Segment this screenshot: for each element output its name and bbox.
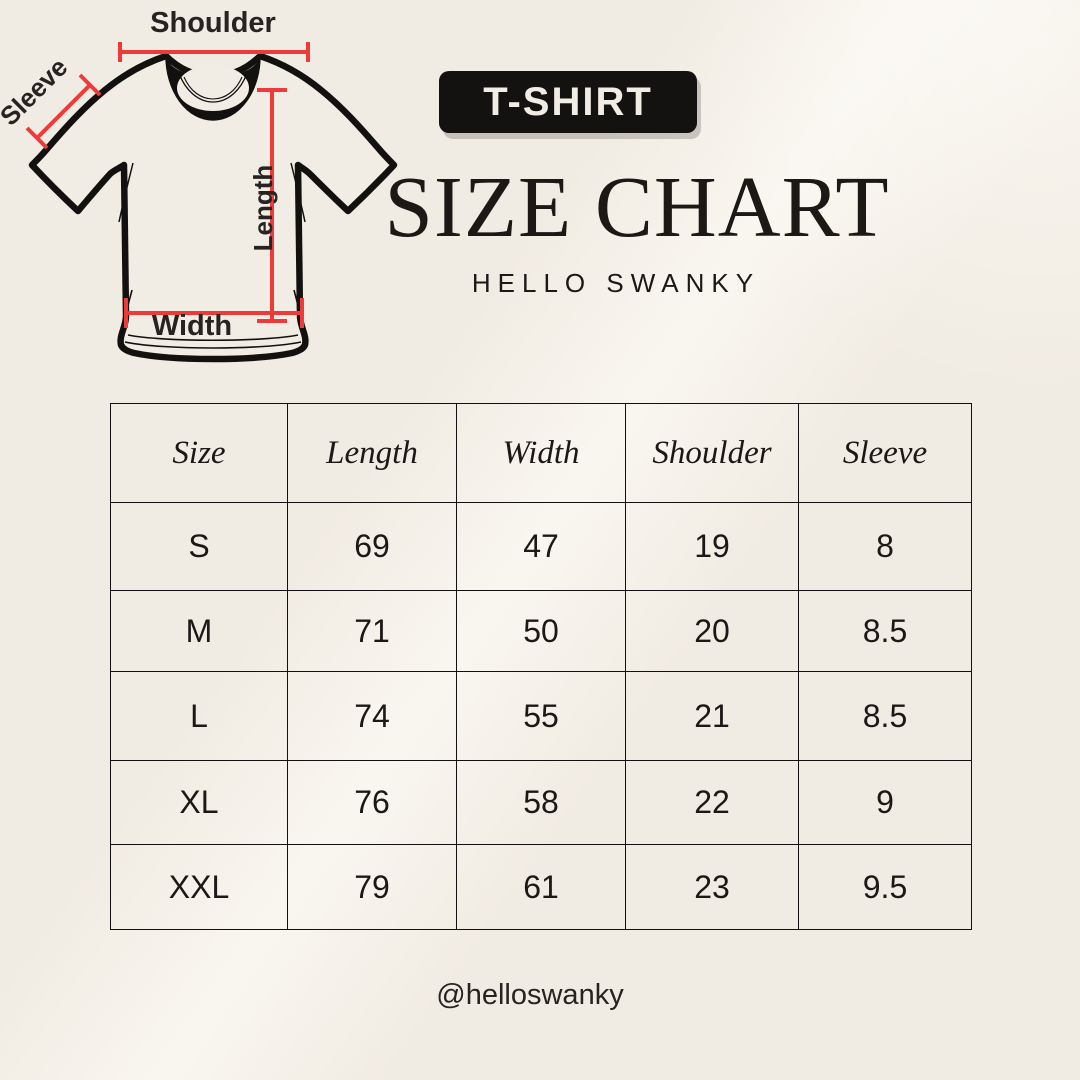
svg-text:Width: Width xyxy=(152,310,232,342)
svg-text:Shoulder: Shoulder xyxy=(150,7,276,39)
svg-text:Length: Length xyxy=(248,165,278,252)
svg-text:Sleeve: Sleeve xyxy=(0,52,73,131)
